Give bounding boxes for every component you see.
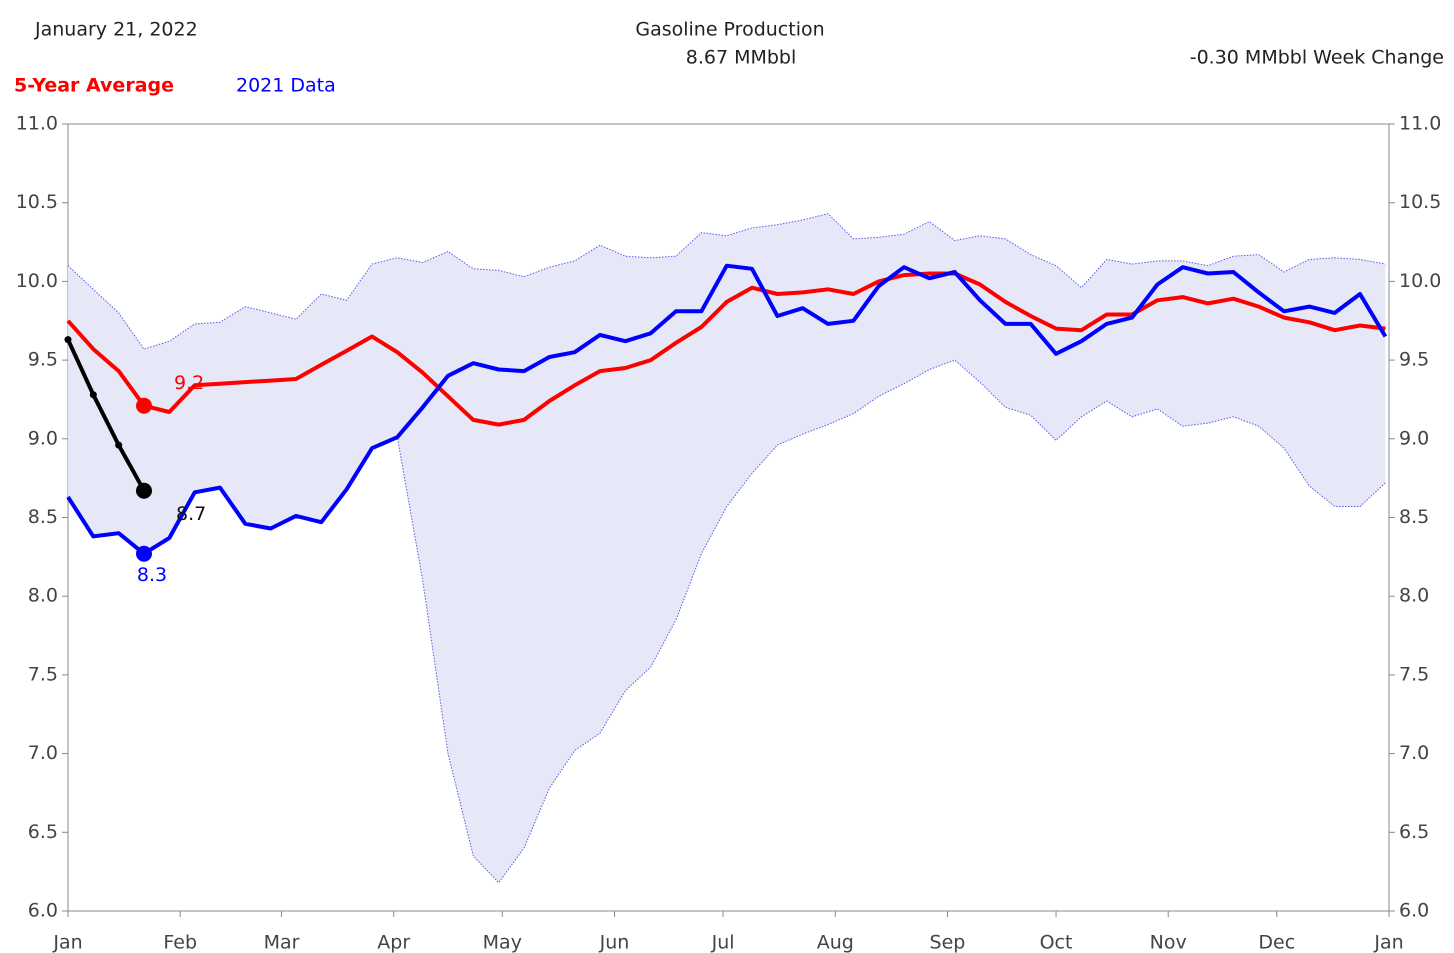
y-tick-label: 6.5 (28, 821, 58, 843)
y-tick-label: 9.0 (28, 427, 58, 449)
date: January 21, 2022 (34, 19, 198, 41)
series-line (66, 338, 146, 492)
y2-tick-label: 6.0 (1399, 900, 1429, 922)
y-tick-label: 9.5 (28, 349, 58, 371)
y2-tick-label: 9.5 (1399, 349, 1429, 371)
x-tick-label: Apr (377, 932, 410, 953)
y-tick-label: 8.0 (28, 585, 58, 607)
y2-tick-label: 10.0 (1399, 270, 1441, 292)
value-label: 9.2 (174, 372, 204, 394)
end-marker (136, 482, 153, 499)
series-line (66, 271, 1386, 427)
value-label: 8.3 (137, 564, 167, 586)
y2-tick-label: 8.5 (1399, 506, 1429, 528)
legend-entry: 5-Year Average (14, 75, 174, 97)
y-tick-label: 7.5 (28, 663, 58, 685)
y2-tick-label: 7.5 (1399, 663, 1429, 685)
x-tick-label: Mar (264, 932, 300, 953)
range-lower-line (67, 359, 1386, 884)
y-tick-label: 6.0 (28, 900, 58, 922)
x-tick-label: Feb (163, 932, 197, 953)
x-tick-label: Jun (599, 932, 630, 953)
y2-tick-label: 11.0 (1399, 113, 1441, 135)
y-tick-label: 10.0 (16, 270, 58, 292)
y-tick-label: 8.5 (28, 506, 58, 528)
y-tick-label: 7.0 (28, 742, 58, 764)
y2-tick-label: 6.5 (1399, 821, 1429, 843)
x-tick-label: Oct (1040, 932, 1073, 953)
end-marker (136, 545, 153, 562)
point (64, 336, 72, 344)
x-tick-label: Sep (930, 932, 966, 953)
chart-title: Gasoline Production (635, 19, 824, 41)
x-tick-label: Jan (52, 932, 82, 953)
x-tick-label: May (483, 932, 522, 953)
value-label: 8.7 (176, 503, 206, 525)
x-tick-label: Jul (711, 932, 735, 953)
series-line (66, 263, 1388, 556)
y-tick-label: 10.5 (16, 191, 58, 213)
range-area (68, 213, 1386, 883)
week-change: -0.30 MMbbl Week Change (1190, 47, 1444, 69)
point (115, 441, 123, 449)
y2-tick-label: 7.0 (1399, 742, 1429, 764)
y2-tick-label: 10.5 (1399, 191, 1441, 213)
end-marker (136, 397, 153, 414)
point (89, 391, 97, 399)
x-tick-label: Jan (1373, 932, 1403, 953)
y2-tick-label: 8.0 (1399, 585, 1429, 607)
x-tick-label: Dec (1258, 932, 1295, 953)
x-tick-label: Aug (817, 932, 854, 953)
y-tick-label: 11.0 (16, 113, 58, 135)
legend-entry: 2021 Data (236, 75, 336, 97)
x-tick-label: Nov (1150, 932, 1187, 953)
chart-subtitle: 8.67 MMbbl (686, 47, 797, 69)
y2-tick-label: 9.0 (1399, 427, 1429, 449)
range-upper-line (67, 213, 1386, 350)
